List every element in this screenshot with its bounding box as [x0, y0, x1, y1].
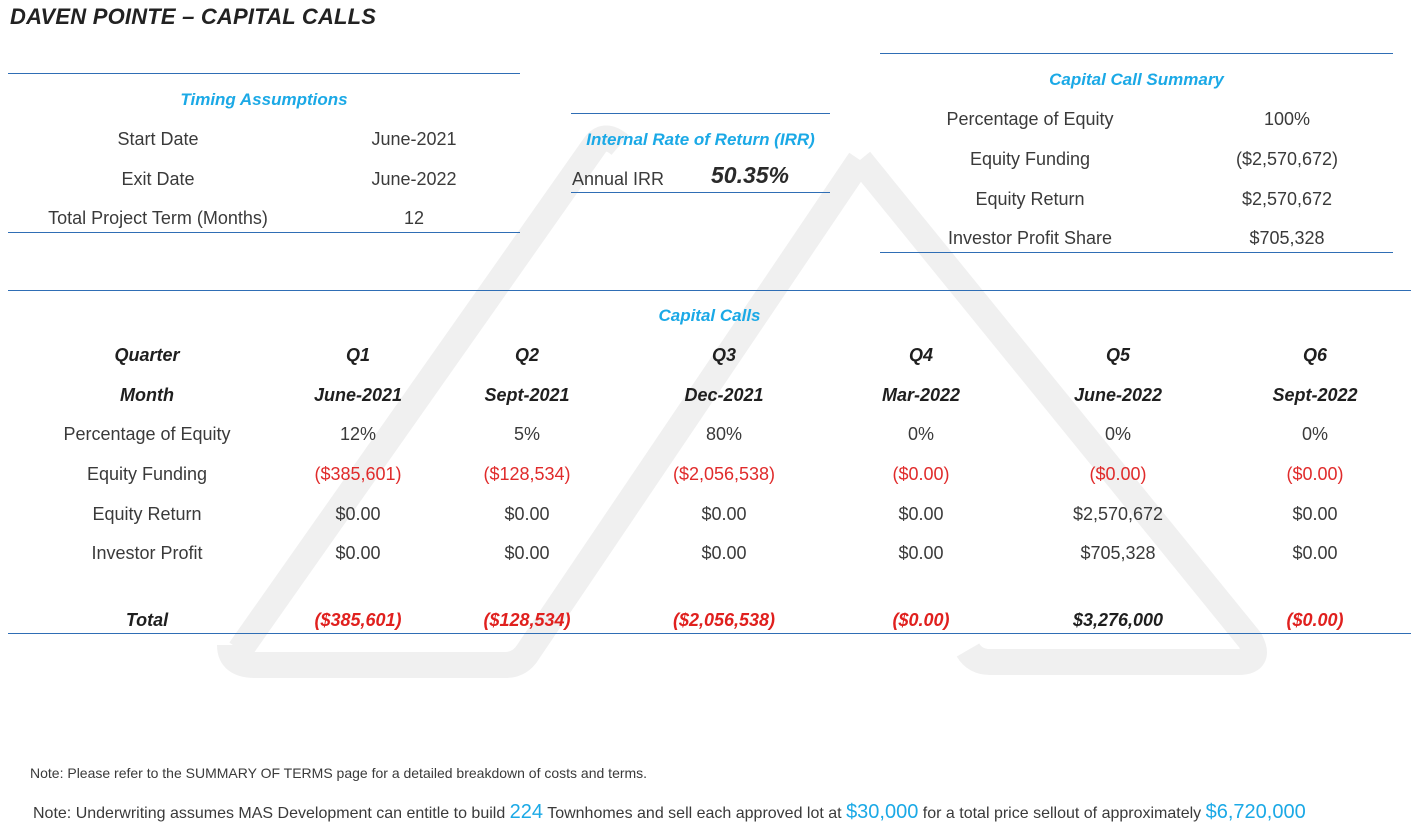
- calls-cell-profit: $0.00: [504, 543, 550, 563]
- timing-heading: Timing Assumptions: [180, 90, 348, 109]
- timing-value-exit: June-2022: [371, 169, 457, 189]
- note-underwriting-c: for a total price sellout of approximate…: [918, 805, 1206, 822]
- note-underwriting-b: Townhomes and sell each approved lot at: [543, 805, 847, 822]
- calls-cell-total: ($0.00): [1286, 610, 1344, 630]
- timing-bottom-rule: [8, 232, 520, 233]
- calls-quarter-label: Quarter: [114, 345, 180, 365]
- summary-value-percent: 100%: [1263, 109, 1311, 129]
- calls-month-header: Mar-2022: [881, 385, 961, 405]
- note-units: 224: [509, 801, 544, 823]
- calls-month-header: June-2022: [1073, 385, 1163, 405]
- calls-cell-return: $0.00: [1292, 504, 1338, 524]
- summary-value-funding: ($2,570,672): [1235, 149, 1339, 169]
- timing-label-exit: Exit Date: [121, 169, 195, 189]
- summary-value-profit: $705,328: [1249, 228, 1325, 248]
- note-summary-terms: Note: Please refer to the SUMMARY OF TER…: [30, 765, 648, 781]
- calls-cell-percent: 12%: [339, 424, 377, 444]
- calls-cell-percent: 0%: [907, 424, 934, 444]
- calls-quarter-header: Q5: [1105, 345, 1130, 365]
- calls-cell-percent: 5%: [513, 424, 540, 444]
- irr-bottom-rule: [571, 192, 830, 193]
- irr-top-rule: [571, 113, 830, 114]
- calls-row-label-return: Equity Return: [92, 504, 202, 524]
- summary-heading: Capital Call Summary: [1049, 70, 1224, 89]
- calls-cell-total: ($0.00): [892, 610, 950, 630]
- calls-cell-return: $0.00: [504, 504, 550, 524]
- calls-cell-profit: $0.00: [898, 543, 944, 563]
- calls-month-header: June-2021: [313, 385, 403, 405]
- note-underwriting-a: Note: Underwriting assumes MAS Developme…: [33, 805, 510, 822]
- calls-row-label-percent: Percentage of Equity: [63, 424, 231, 444]
- note-total: $6,720,000: [1205, 801, 1306, 823]
- timing-label-term: Total Project Term (Months): [48, 208, 268, 228]
- calls-cell-return: $0.00: [898, 504, 944, 524]
- calls-cell-funding: ($385,601): [314, 464, 402, 484]
- calls-heading: Capital Calls: [658, 306, 761, 325]
- summary-label-percent: Percentage of Equity: [946, 109, 1114, 129]
- irr-value: 50.35%: [711, 162, 790, 188]
- calls-cell-funding: ($0.00): [1089, 464, 1147, 484]
- calls-bottom-rule: [8, 633, 1411, 634]
- timing-value-term: 12: [403, 208, 425, 228]
- calls-cell-total: ($128,534): [483, 610, 571, 630]
- watermark-left-stroke: [217, 152, 871, 678]
- calls-cell-total: ($2,056,538): [672, 610, 776, 630]
- summary-label-return: Equity Return: [975, 189, 1085, 209]
- calls-month-header: Dec-2021: [684, 385, 764, 405]
- timing-value-start: June-2021: [371, 129, 457, 149]
- calls-quarter-header: Q1: [345, 345, 370, 365]
- watermark-left-leg: [229, 125, 629, 658]
- calls-cell-profit: $0.00: [1292, 543, 1338, 563]
- calls-cell-percent: 0%: [1301, 424, 1328, 444]
- calls-quarter-header: Q6: [1302, 345, 1327, 365]
- calls-cell-total: $3,276,000: [1072, 610, 1164, 630]
- calls-quarter-header: Q2: [514, 345, 539, 365]
- calls-cell-percent: 80%: [705, 424, 743, 444]
- calls-cell-return: $2,570,672: [1072, 504, 1164, 524]
- calls-total-label: Total: [125, 610, 169, 630]
- calls-month-header: Sept-2022: [1272, 385, 1358, 405]
- timing-top-rule: [8, 73, 520, 74]
- note-price: $30,000: [846, 801, 919, 823]
- calls-quarter-header: Q4: [908, 345, 933, 365]
- note-underwriting: Note: Underwriting assumes MAS Developme…: [33, 801, 1306, 824]
- calls-cell-total: ($385,601): [314, 610, 402, 630]
- calls-cell-funding: ($2,056,538): [672, 464, 776, 484]
- page-title: DAVEN POINTE – CAPITAL CALLS: [10, 4, 377, 29]
- irr-heading: Internal Rate of Return (IRR): [586, 130, 815, 149]
- calls-cell-percent: 0%: [1104, 424, 1131, 444]
- summary-label-funding: Equity Funding: [969, 149, 1091, 169]
- calls-cell-funding: ($0.00): [892, 464, 950, 484]
- calls-row-label-funding: Equity Funding: [86, 464, 208, 484]
- calls-row-label-profit: Investor Profit: [91, 543, 203, 563]
- calls-cell-profit: $0.00: [335, 543, 381, 563]
- calls-cell-profit: $0.00: [701, 543, 747, 563]
- calls-cell-funding: ($128,534): [483, 464, 571, 484]
- calls-quarter-header: Q3: [711, 345, 736, 365]
- calls-month-header: Sept-2021: [484, 385, 570, 405]
- summary-label-profit: Investor Profit Share: [947, 228, 1113, 248]
- summary-top-rule: [880, 53, 1393, 54]
- calls-cell-return: $0.00: [701, 504, 747, 524]
- calls-top-rule: [8, 290, 1411, 291]
- summary-bottom-rule: [880, 252, 1393, 253]
- calls-cell-funding: ($0.00): [1286, 464, 1344, 484]
- summary-value-return: $2,570,672: [1241, 189, 1333, 209]
- calls-cell-profit: $705,328: [1080, 543, 1156, 563]
- watermark-right-stroke: [849, 151, 1267, 675]
- timing-label-start: Start Date: [117, 129, 199, 149]
- calls-cell-return: $0.00: [335, 504, 381, 524]
- calls-month-label: Month: [120, 385, 174, 405]
- irr-label: Annual IRR: [572, 169, 665, 189]
